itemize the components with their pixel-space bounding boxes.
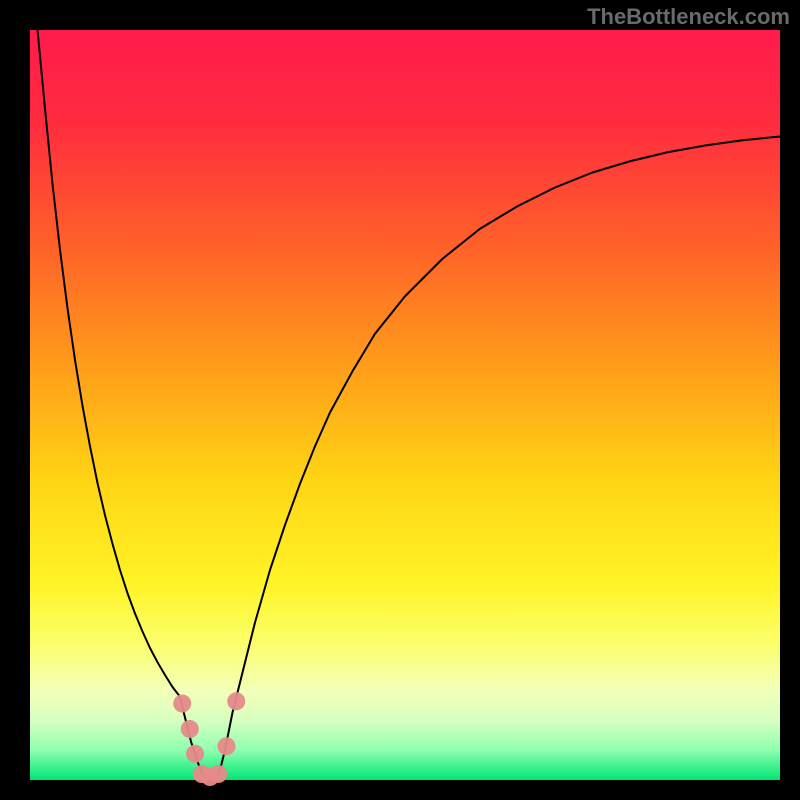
bottleneck-curve bbox=[38, 30, 781, 777]
curve-overlay bbox=[0, 0, 800, 800]
data-marker bbox=[173, 695, 191, 713]
data-marker bbox=[218, 737, 236, 755]
data-marker bbox=[209, 765, 227, 783]
chart-container: TheBottleneck.com bbox=[0, 0, 800, 800]
data-marker bbox=[186, 745, 204, 763]
data-marker bbox=[181, 720, 199, 738]
data-marker bbox=[227, 692, 245, 710]
watermark-text: TheBottleneck.com bbox=[587, 4, 790, 30]
